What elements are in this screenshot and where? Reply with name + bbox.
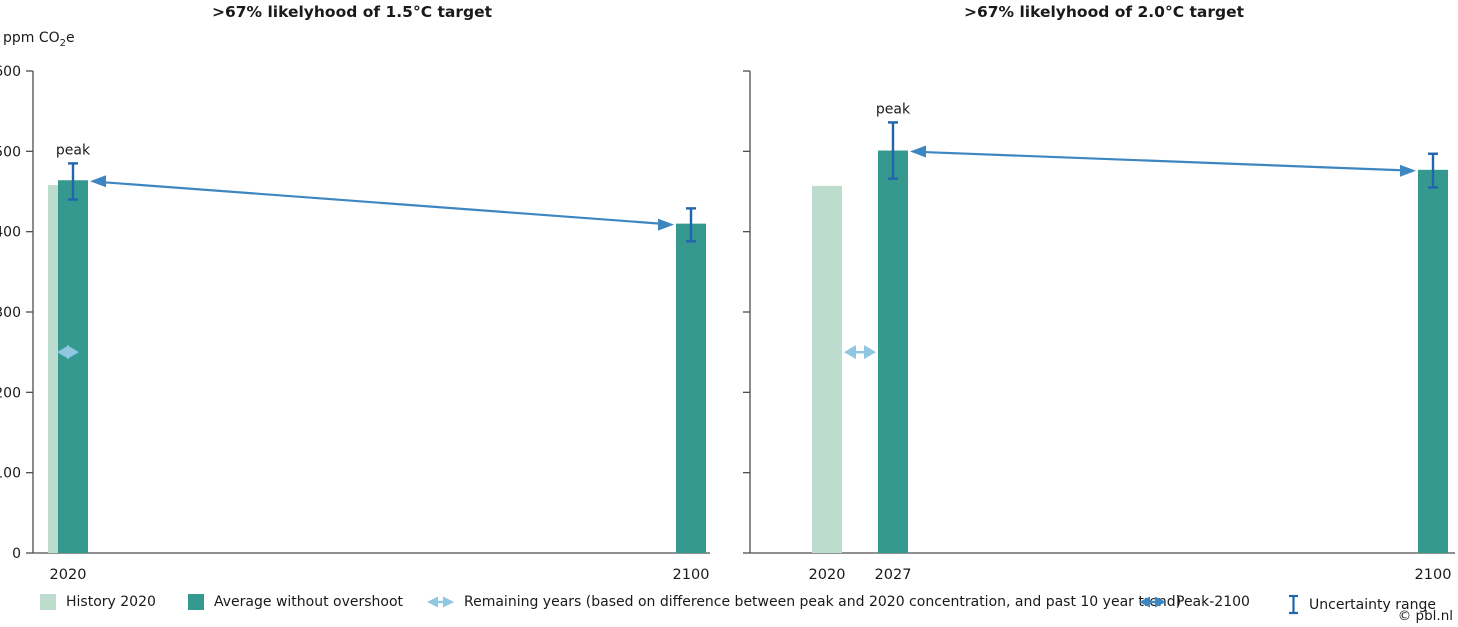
legend-item-remaining-years: Remaining years (based on difference bet… xyxy=(427,594,1181,610)
legend-label: Peak-2100 xyxy=(1176,594,1250,610)
panel-title-2-0c: >67% likelyhood of 2.0°C target xyxy=(963,3,1245,21)
chart-canvas: 0 100 200 300 400 500 600 peak 2020 2100 peak 2020 2… xyxy=(0,64,1455,583)
peak-2100-arrow xyxy=(910,145,1416,177)
uncertainty-range-2100 xyxy=(686,207,696,243)
legend-item-average-without-overshoot: Average without overshoot xyxy=(188,594,403,610)
copyright-pbl: © pbl.nl xyxy=(1397,608,1453,624)
bar-average-without-overshoot-2020 xyxy=(58,180,88,553)
peak-2100-arrow xyxy=(90,175,674,231)
y-tick-label: 400 xyxy=(0,225,21,241)
legend-label: History 2020 xyxy=(66,594,156,610)
remaining-years-arrow-icon xyxy=(427,596,454,608)
peak-annotation-label: peak xyxy=(56,142,91,158)
uncertainty-range-icon xyxy=(1289,594,1298,615)
x-tick-label-2027: 2027 xyxy=(875,567,912,583)
y-axis-unit-label: ppm CO2e xyxy=(3,30,75,49)
panel-2-0c: peak 2020 2027 2100 xyxy=(743,70,1455,583)
uncertainty-range-2027 xyxy=(888,121,898,180)
remaining-years-arrow xyxy=(844,345,876,360)
y-tick-label: 300 xyxy=(0,305,21,321)
y-axis-unit-pre: ppm CO xyxy=(3,30,60,46)
y-axis-unit-post: e xyxy=(66,30,75,46)
peak-annotation-label: peak xyxy=(876,101,911,117)
y-tick-label: 600 xyxy=(0,64,21,80)
panel-title-1-5c: >67% likelyhood of 1.5°C target xyxy=(211,3,493,21)
bar-average-without-overshoot-2027 xyxy=(878,150,908,553)
uncertainty-range-2100 xyxy=(1428,152,1438,189)
x-tick-label-2100: 2100 xyxy=(1415,567,1452,583)
legend-item-peak-2100: Peak-2100 xyxy=(1139,594,1250,610)
legend-label: Average without overshoot xyxy=(214,594,404,610)
x-tick-label-2020: 2020 xyxy=(50,567,87,583)
x-tick-label-2100: 2100 xyxy=(673,567,710,583)
uncertainty-range-2020 xyxy=(68,162,78,201)
history-swatch-icon xyxy=(40,594,56,610)
average-swatch-icon xyxy=(188,594,204,610)
legend-item-uncertainty-range: Uncertainty range xyxy=(1288,594,1436,615)
remaining-years-arrow xyxy=(57,345,79,360)
x-tick-label-2020: 2020 xyxy=(809,567,846,583)
peak-2100-arrow-icon xyxy=(1139,596,1166,608)
legend-label: Remaining years (based on difference bet… xyxy=(464,594,1182,610)
y-tick-label: 500 xyxy=(0,144,21,160)
legend-label: Uncertainty range xyxy=(1309,596,1436,613)
y-tick-label: 200 xyxy=(0,385,21,401)
y-axis-unit-subscript: 2 xyxy=(59,38,67,49)
bar-average-without-overshoot-2100 xyxy=(676,223,706,553)
panel-1-5c: 0 100 200 300 400 500 600 peak 2020 2100 xyxy=(0,64,710,583)
y-tick-label: 0 xyxy=(12,546,21,562)
legend-item-history-2020: History 2020 xyxy=(40,594,156,610)
y-tick-label: 100 xyxy=(0,466,21,482)
bar-history-2020-2020 xyxy=(812,185,842,554)
bar-average-without-overshoot-2100 xyxy=(1418,169,1448,553)
